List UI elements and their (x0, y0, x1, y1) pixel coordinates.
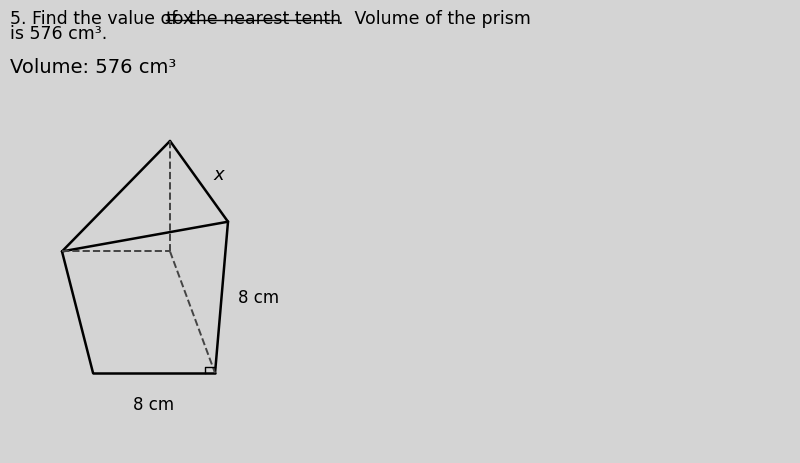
Text: 8 cm: 8 cm (238, 289, 278, 307)
Text: x: x (214, 166, 224, 184)
Text: .  Volume of the prism: . Volume of the prism (338, 10, 530, 28)
Text: 5. Find the value of x: 5. Find the value of x (10, 10, 198, 28)
Text: is 576 cm³.: is 576 cm³. (10, 25, 107, 43)
Text: Volume: 576 cm³: Volume: 576 cm³ (10, 58, 176, 77)
Text: to the nearest tenth: to the nearest tenth (166, 10, 341, 28)
Text: 8 cm: 8 cm (134, 395, 174, 413)
